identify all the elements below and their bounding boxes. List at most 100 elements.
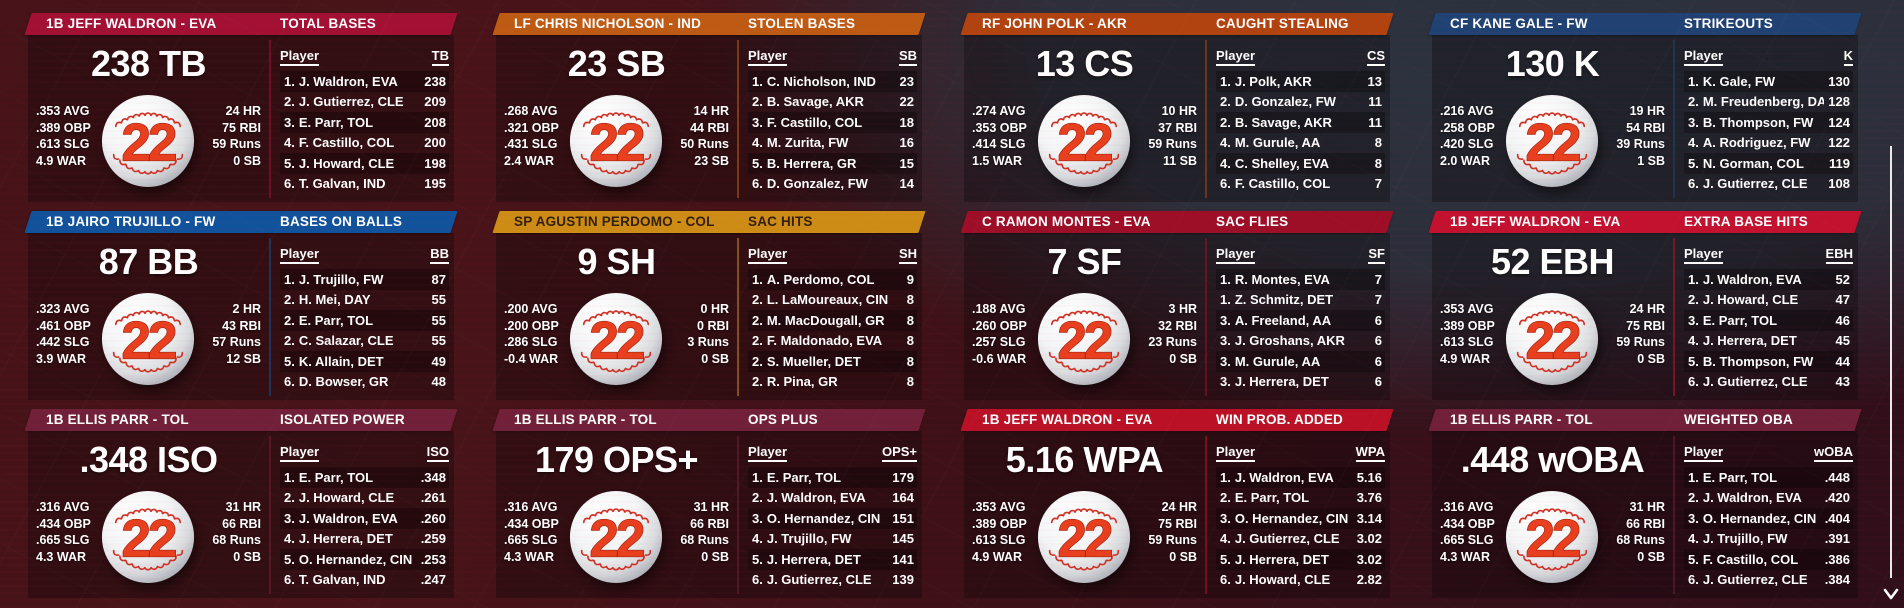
card-header[interactable]: C RAMON MONTES - EVA SAC FLIES bbox=[964, 211, 1390, 233]
card-player-name[interactable]: 1B JEFF WALDRON - EVA bbox=[46, 16, 217, 31]
leaderboard-row[interactable]: 1. J. Waldron, EVA 5.16 bbox=[1216, 467, 1385, 488]
leaderboard-row[interactable]: 3. O. Hernandez, CIN 3.14 bbox=[1216, 508, 1385, 529]
leaderboard-row[interactable]: 6. J. Gutierrez, CLE 139 bbox=[748, 570, 917, 591]
leaderboard-row[interactable]: 3. O. Hernandez, CIN 151 bbox=[748, 508, 917, 529]
leaderboard-row[interactable]: 4. J. Trujillo, FW .391 bbox=[1684, 529, 1853, 550]
leaderboard-row[interactable]: 1. K. Gale, FW 130 bbox=[1684, 71, 1853, 92]
card-header[interactable]: 1B JEFF WALDRON - EVA TOTAL BASES bbox=[28, 13, 454, 35]
leaderboard-row[interactable]: 5. O. Hernandez, CIN .253 bbox=[280, 549, 449, 570]
card-player-name[interactable]: CF KANE GALE - FW bbox=[1450, 16, 1588, 31]
leaderboard-row[interactable]: 2. H. Mei, DAY 55 bbox=[280, 290, 449, 311]
leaderboard-row[interactable]: 3. E. Parr, TOL 208 bbox=[280, 112, 449, 133]
leaderboard-row[interactable]: 2. J. Waldron, EVA 164 bbox=[748, 488, 917, 509]
leaderboard-row[interactable]: 2. M. MacDougall, GR 8 bbox=[748, 310, 917, 331]
leaderboard-row[interactable]: 1. J. Trujillo, FW 87 bbox=[280, 269, 449, 290]
card-player-name[interactable]: 1B JEFF WALDRON - EVA bbox=[1450, 214, 1621, 229]
leaderboard-row[interactable]: 4. J. Gutierrez, CLE 3.02 bbox=[1216, 529, 1385, 550]
baseball-icon: 22 bbox=[1037, 490, 1131, 584]
card-header[interactable]: 1B ELLIS PARR - TOL WEIGHTED OBA bbox=[1432, 409, 1858, 431]
leaderboard-row[interactable]: 3. F. Castillo, COL 18 bbox=[748, 112, 917, 133]
leaderboard-row[interactable]: 3. J. Waldron, EVA .260 bbox=[280, 508, 449, 529]
leaderboard-row[interactable]: 6. T. Galvan, IND .247 bbox=[280, 570, 449, 591]
leaderboard-row[interactable]: 2. E. Parr, TOL 3.76 bbox=[1216, 488, 1385, 509]
card-header[interactable]: CF KANE GALE - FW STRIKEOUTS bbox=[1432, 13, 1858, 35]
card-header[interactable]: SP AGUSTIN PERDOMO - COL SAC HITS bbox=[496, 211, 922, 233]
leaderboard-row[interactable]: 3. J. Groshans, AKR 6 bbox=[1216, 331, 1385, 352]
card-player-name[interactable]: 1B JAIRO TRUJILLO - FW bbox=[46, 214, 216, 229]
leaderboard-row[interactable]: 2. J. Waldron, EVA .420 bbox=[1684, 488, 1853, 509]
leaderboard-row[interactable]: 3. O. Hernandez, CIN .404 bbox=[1684, 508, 1853, 529]
leaderboard-row[interactable]: 2. S. Mueller, DET 8 bbox=[748, 351, 917, 372]
card-header[interactable]: 1B JEFF WALDRON - EVA WIN PROB. ADDED bbox=[964, 409, 1390, 431]
card-player-name[interactable]: 1B JEFF WALDRON - EVA bbox=[982, 412, 1153, 427]
leaderboard-row[interactable]: 2. J. Gutierrez, CLE 209 bbox=[280, 92, 449, 113]
leaderboard-row[interactable]: 1. R. Montes, EVA 7 bbox=[1216, 269, 1385, 290]
leaderboard-row[interactable]: 5. N. Gorman, COL 119 bbox=[1684, 153, 1853, 174]
card-player-name[interactable]: 1B ELLIS PARR - TOL bbox=[46, 412, 189, 427]
leaderboard-row[interactable]: 6. D. Gonzalez, FW 14 bbox=[748, 174, 917, 195]
scroll-down-arrow-icon[interactable] bbox=[1882, 587, 1900, 601]
leaderboard-row[interactable]: 1. A. Perdomo, COL 9 bbox=[748, 269, 917, 290]
leaderboard-row[interactable]: 2. F. Maldonado, EVA 8 bbox=[748, 331, 917, 352]
leaderboard-row[interactable]: 2. J. Howard, CLE .261 bbox=[280, 488, 449, 509]
leaderboard-row[interactable]: 3. M. Gurule, AA 6 bbox=[1216, 351, 1385, 372]
leaderboard-row[interactable]: 6. J. Gutierrez, CLE 108 bbox=[1684, 174, 1853, 195]
leaderboard-row[interactable]: 2. M. Freudenberg, DA 128 bbox=[1684, 92, 1853, 113]
leaderboard-row[interactable]: 1. J. Waldron, EVA 52 bbox=[1684, 269, 1853, 290]
leaderboard-row[interactable]: 3. J. Herrera, DET 6 bbox=[1216, 372, 1385, 393]
card-header[interactable]: 1B ELLIS PARR - TOL ISOLATED POWER bbox=[28, 409, 454, 431]
leaderboard-row[interactable]: 4. J. Trujillo, FW 145 bbox=[748, 529, 917, 550]
card-player-name[interactable]: 1B ELLIS PARR - TOL bbox=[514, 412, 657, 427]
leaderboard-row[interactable]: 6. J. Howard, CLE 2.82 bbox=[1216, 570, 1385, 591]
leaderboard-row[interactable]: 1. C. Nicholson, IND 23 bbox=[748, 71, 917, 92]
leaderboard-row[interactable]: 2. J. Howard, CLE 47 bbox=[1684, 290, 1853, 311]
leaderboard-row[interactable]: 4. M. Gurule, AA 8 bbox=[1216, 133, 1385, 154]
leaderboard-row[interactable]: 2. D. Gonzalez, FW 11 bbox=[1216, 92, 1385, 113]
leaderboard-row[interactable]: 5. J. Herrera, DET 3.02 bbox=[1216, 549, 1385, 570]
leaderboard-row[interactable]: 6. D. Bowser, GR 48 bbox=[280, 372, 449, 393]
leaderboard-row[interactable]: 5. J. Herrera, DET 141 bbox=[748, 549, 917, 570]
leaderboard-row[interactable]: 1. J. Polk, AKR 13 bbox=[1216, 71, 1385, 92]
card-player-name[interactable]: LF CHRIS NICHOLSON - IND bbox=[514, 16, 702, 31]
card-player-name[interactable]: C RAMON MONTES - EVA bbox=[982, 214, 1151, 229]
leaderboard-row[interactable]: 4. J. Herrera, DET .259 bbox=[280, 529, 449, 550]
leaderboard-row[interactable]: 6. F. Castillo, COL 7 bbox=[1216, 174, 1385, 195]
leaderboard-row[interactable]: 4. C. Shelley, EVA 8 bbox=[1216, 153, 1385, 174]
leaderboard-row[interactable]: 5. J. Howard, CLE 198 bbox=[280, 153, 449, 174]
leaderboard-row[interactable]: 2. L. LaMoureaux, CIN 8 bbox=[748, 290, 917, 311]
leaderboard-row[interactable]: 5. F. Castillo, COL .386 bbox=[1684, 549, 1853, 570]
leaderboard-row[interactable]: 4. F. Castillo, COL 200 bbox=[280, 133, 449, 154]
leaderboard-row[interactable]: 1. E. Parr, TOL 179 bbox=[748, 467, 917, 488]
card-header[interactable]: 1B JAIRO TRUJILLO - FW BASES ON BALLS bbox=[28, 211, 454, 233]
leaderboard-row[interactable]: 5. B. Herrera, GR 15 bbox=[748, 153, 917, 174]
card-header[interactable]: RF JOHN POLK - AKR CAUGHT STEALING bbox=[964, 13, 1390, 35]
leaderboard-row[interactable]: 2. R. Pina, GR 8 bbox=[748, 372, 917, 393]
card-header[interactable]: LF CHRIS NICHOLSON - IND STOLEN BASES bbox=[496, 13, 922, 35]
leaderboard-row[interactable]: 1. Z. Schmitz, DET 7 bbox=[1216, 290, 1385, 311]
row-stat-value: .391 bbox=[1824, 531, 1850, 547]
card-header[interactable]: 1B ELLIS PARR - TOL OPS PLUS bbox=[496, 409, 922, 431]
scrollbar-thumb[interactable] bbox=[1890, 146, 1892, 578]
leaderboard-row[interactable]: 1. E. Parr, TOL .348 bbox=[280, 467, 449, 488]
card-player-name[interactable]: RF JOHN POLK - AKR bbox=[982, 16, 1127, 31]
leaderboard-row[interactable]: 3. B. Thompson, FW 124 bbox=[1684, 112, 1853, 133]
leaderboard-row[interactable]: 4. A. Rodriguez, FW 122 bbox=[1684, 133, 1853, 154]
leaderboard-row[interactable]: 4. M. Zurita, FW 16 bbox=[748, 133, 917, 154]
leaderboard-row[interactable]: 1. J. Waldron, EVA 238 bbox=[280, 71, 449, 92]
card-header[interactable]: 1B JEFF WALDRON - EVA EXTRA BASE HITS bbox=[1432, 211, 1858, 233]
card-player-name[interactable]: 1B ELLIS PARR - TOL bbox=[1450, 412, 1593, 427]
leaderboard-row[interactable]: 2. B. Savage, AKR 22 bbox=[748, 92, 917, 113]
leaderboard-row[interactable]: 2. E. Parr, TOL 55 bbox=[280, 310, 449, 331]
leaderboard-row[interactable]: 3. A. Freeland, AA 6 bbox=[1216, 310, 1385, 331]
leaderboard-row[interactable]: 2. C. Salazar, CLE 55 bbox=[280, 331, 449, 352]
leaderboard-row[interactable]: 6. T. Galvan, IND 195 bbox=[280, 174, 449, 195]
leaderboard-row[interactable]: 1. E. Parr, TOL .448 bbox=[1684, 467, 1853, 488]
leaderboard-row[interactable]: 2. B. Savage, AKR 11 bbox=[1216, 112, 1385, 133]
leaderboard-row[interactable]: 6. J. Gutierrez, CLE 43 bbox=[1684, 372, 1853, 393]
card-player-name[interactable]: SP AGUSTIN PERDOMO - COL bbox=[514, 214, 715, 229]
leaderboard-row[interactable]: 4. J. Herrera, DET 45 bbox=[1684, 331, 1853, 352]
leaderboard-row[interactable]: 5. B. Thompson, FW 44 bbox=[1684, 351, 1853, 372]
leaderboard-row[interactable]: 5. K. Allain, DET 49 bbox=[280, 351, 449, 372]
leaderboard-row[interactable]: 6. J. Gutierrez, CLE .384 bbox=[1684, 570, 1853, 591]
leaderboard-row[interactable]: 3. E. Parr, TOL 46 bbox=[1684, 310, 1853, 331]
